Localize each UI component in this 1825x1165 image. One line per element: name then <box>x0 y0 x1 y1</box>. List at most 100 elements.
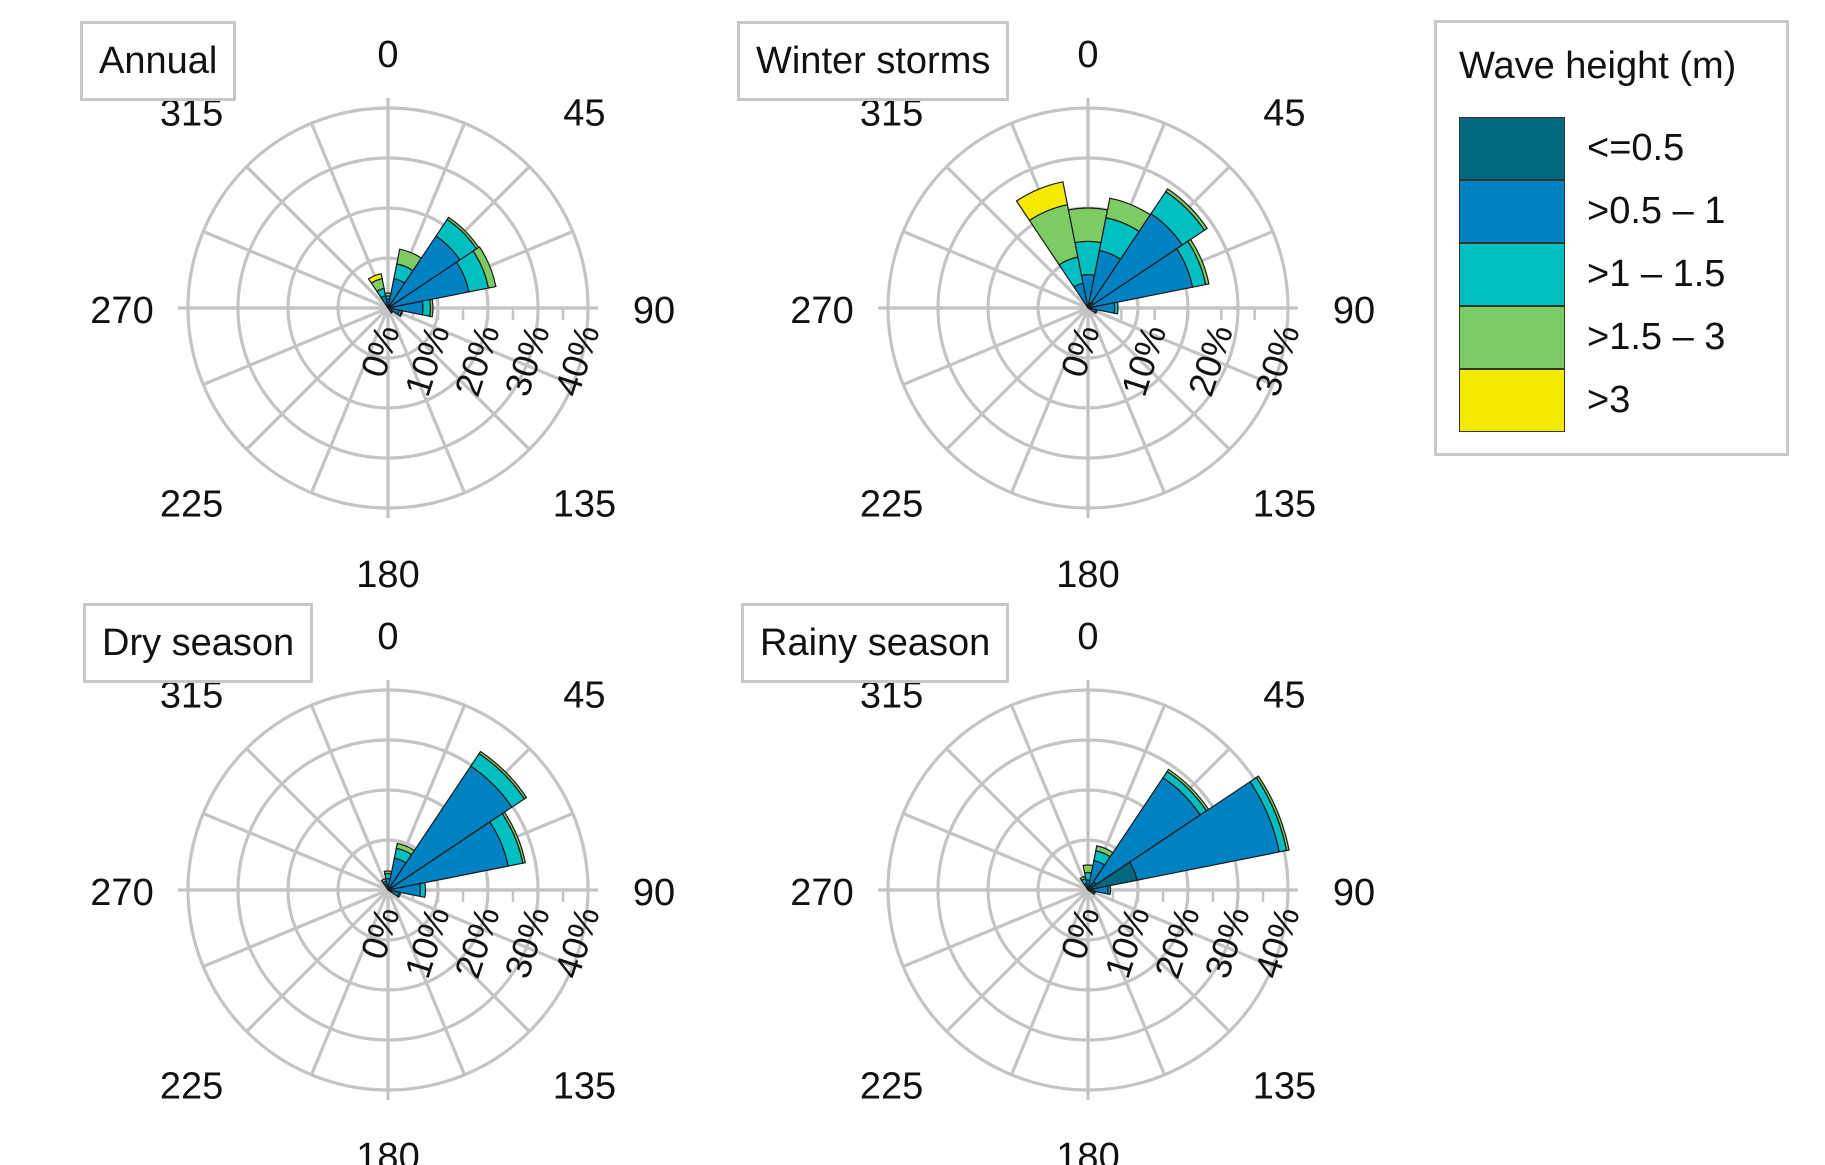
radial-tick-label: 0% <box>353 902 408 964</box>
rose-sector-segment <box>1186 238 1210 286</box>
rose-sector-segment <box>389 309 394 314</box>
direction-label: 135 <box>1253 1065 1316 1107</box>
grid-spoke <box>245 306 390 451</box>
legend-swatch <box>1459 369 1565 432</box>
grid-spoke <box>387 888 574 969</box>
grid-spoke <box>245 165 390 310</box>
panel-title-text: Annual <box>99 40 218 82</box>
legend-label: >1 – 1.5 <box>1587 253 1726 295</box>
rose-sector-segment <box>1255 775 1290 852</box>
grid-spoke <box>902 888 1089 969</box>
grid-spoke <box>386 888 531 1033</box>
legend-item: >3 <box>1459 369 1779 432</box>
legend-label: >3 <box>1587 379 1631 421</box>
direction-label: 270 <box>790 872 853 914</box>
radial-tick-label: 0% <box>353 320 408 382</box>
grid-spoke <box>945 888 1090 1033</box>
grid-spoke <box>1009 704 1090 891</box>
panel-title-text: Rainy season <box>760 622 991 664</box>
legend-label: >1.5 – 3 <box>1587 316 1726 358</box>
direction-label: 180 <box>1056 1136 1119 1165</box>
direction-label: 270 <box>90 290 153 332</box>
rose-sector-segment <box>396 891 402 899</box>
legend-item: <=0.5 <box>1459 117 1779 180</box>
grid-spoke <box>245 888 390 1033</box>
rose-sector-segment <box>501 811 527 864</box>
radial-tick-label: 0% <box>1053 320 1108 382</box>
grid-spoke <box>902 229 1089 310</box>
direction-label: 90 <box>1333 290 1375 332</box>
rose-sector-segment <box>472 246 497 289</box>
grid-spoke <box>202 229 389 310</box>
panel-title-rainy-season: Rainy season <box>741 603 1010 683</box>
legend-swatch <box>1459 306 1565 369</box>
rose-sector-segment <box>1093 308 1098 315</box>
legend-label: <=0.5 <box>1587 127 1685 169</box>
direction-label: 0 <box>1077 616 1098 658</box>
panel-title-dry-season: Dry season <box>83 603 314 683</box>
rose-sector-segment <box>398 310 404 318</box>
direction-label: 135 <box>553 483 616 525</box>
rose-sector-segment <box>380 878 387 884</box>
direction-label: 135 <box>1253 483 1316 525</box>
panel-title-text: Winter storms <box>756 40 991 82</box>
direction-label: 90 <box>1333 872 1375 914</box>
direction-label: 0 <box>1077 34 1098 76</box>
direction-label: 225 <box>860 483 923 525</box>
grid-spoke <box>1086 889 1167 1076</box>
grid-spoke <box>1087 306 1274 387</box>
grid-spoke <box>386 306 531 451</box>
grid-spoke <box>1086 888 1231 1033</box>
grid-spoke <box>202 811 389 892</box>
direction-label: 225 <box>160 1065 223 1107</box>
rose-sector-segment <box>1113 301 1119 315</box>
panel-title-annual: Annual <box>80 21 237 101</box>
grid-spoke <box>309 889 390 1076</box>
rose-sector-segment <box>383 870 393 875</box>
direction-label: 45 <box>563 93 605 135</box>
radial-tick-label: 0% <box>1053 902 1108 964</box>
direction-label: 0 <box>377 34 398 76</box>
grid-spoke <box>945 747 1090 892</box>
grid-spoke <box>386 889 467 1076</box>
rose-sector-segment <box>478 750 528 800</box>
legend-swatch <box>1459 180 1565 243</box>
direction-label: 45 <box>563 675 605 717</box>
grid-spoke <box>309 307 390 494</box>
rose-sector-segment <box>421 299 432 317</box>
direction-label: 90 <box>633 290 675 332</box>
legend-swatch <box>1459 117 1565 180</box>
grid-spoke <box>945 165 1090 310</box>
legend-swatch <box>1459 243 1565 306</box>
direction-label: 135 <box>553 1065 616 1107</box>
panel-title-text: Dry season <box>102 622 295 664</box>
direction-label: 225 <box>860 1065 923 1107</box>
rose-sector-segment <box>1106 884 1112 896</box>
direction-label: 180 <box>356 554 419 596</box>
rose-sector-segment <box>367 272 383 284</box>
radial-tick-label: 10% <box>1113 320 1174 401</box>
grid-spoke <box>245 747 390 892</box>
direction-label: 270 <box>90 872 153 914</box>
rose-sector-segment <box>419 881 427 899</box>
grid-spoke <box>202 306 389 387</box>
panel-title-winter-storms: Winter storms <box>737 21 1010 101</box>
rose-sector-segment <box>428 298 434 318</box>
direction-label: 270 <box>790 290 853 332</box>
rose-sector-segment <box>1079 875 1087 882</box>
radial-tick-label: 30% <box>1246 320 1307 401</box>
direction-label: 180 <box>356 1136 419 1165</box>
legend: Wave height (m) <=0.5 >0.5 – 1 >1 – 1.5 … <box>1434 20 1789 456</box>
grid-spoke <box>902 306 1089 387</box>
grid-spoke <box>1087 888 1274 969</box>
grid-spoke <box>386 307 467 494</box>
legend-item: >1 – 1.5 <box>1459 243 1779 306</box>
direction-label: 0 <box>377 616 398 658</box>
grid-spoke <box>202 888 389 969</box>
legend-title: Wave height (m) <box>1459 45 1737 87</box>
